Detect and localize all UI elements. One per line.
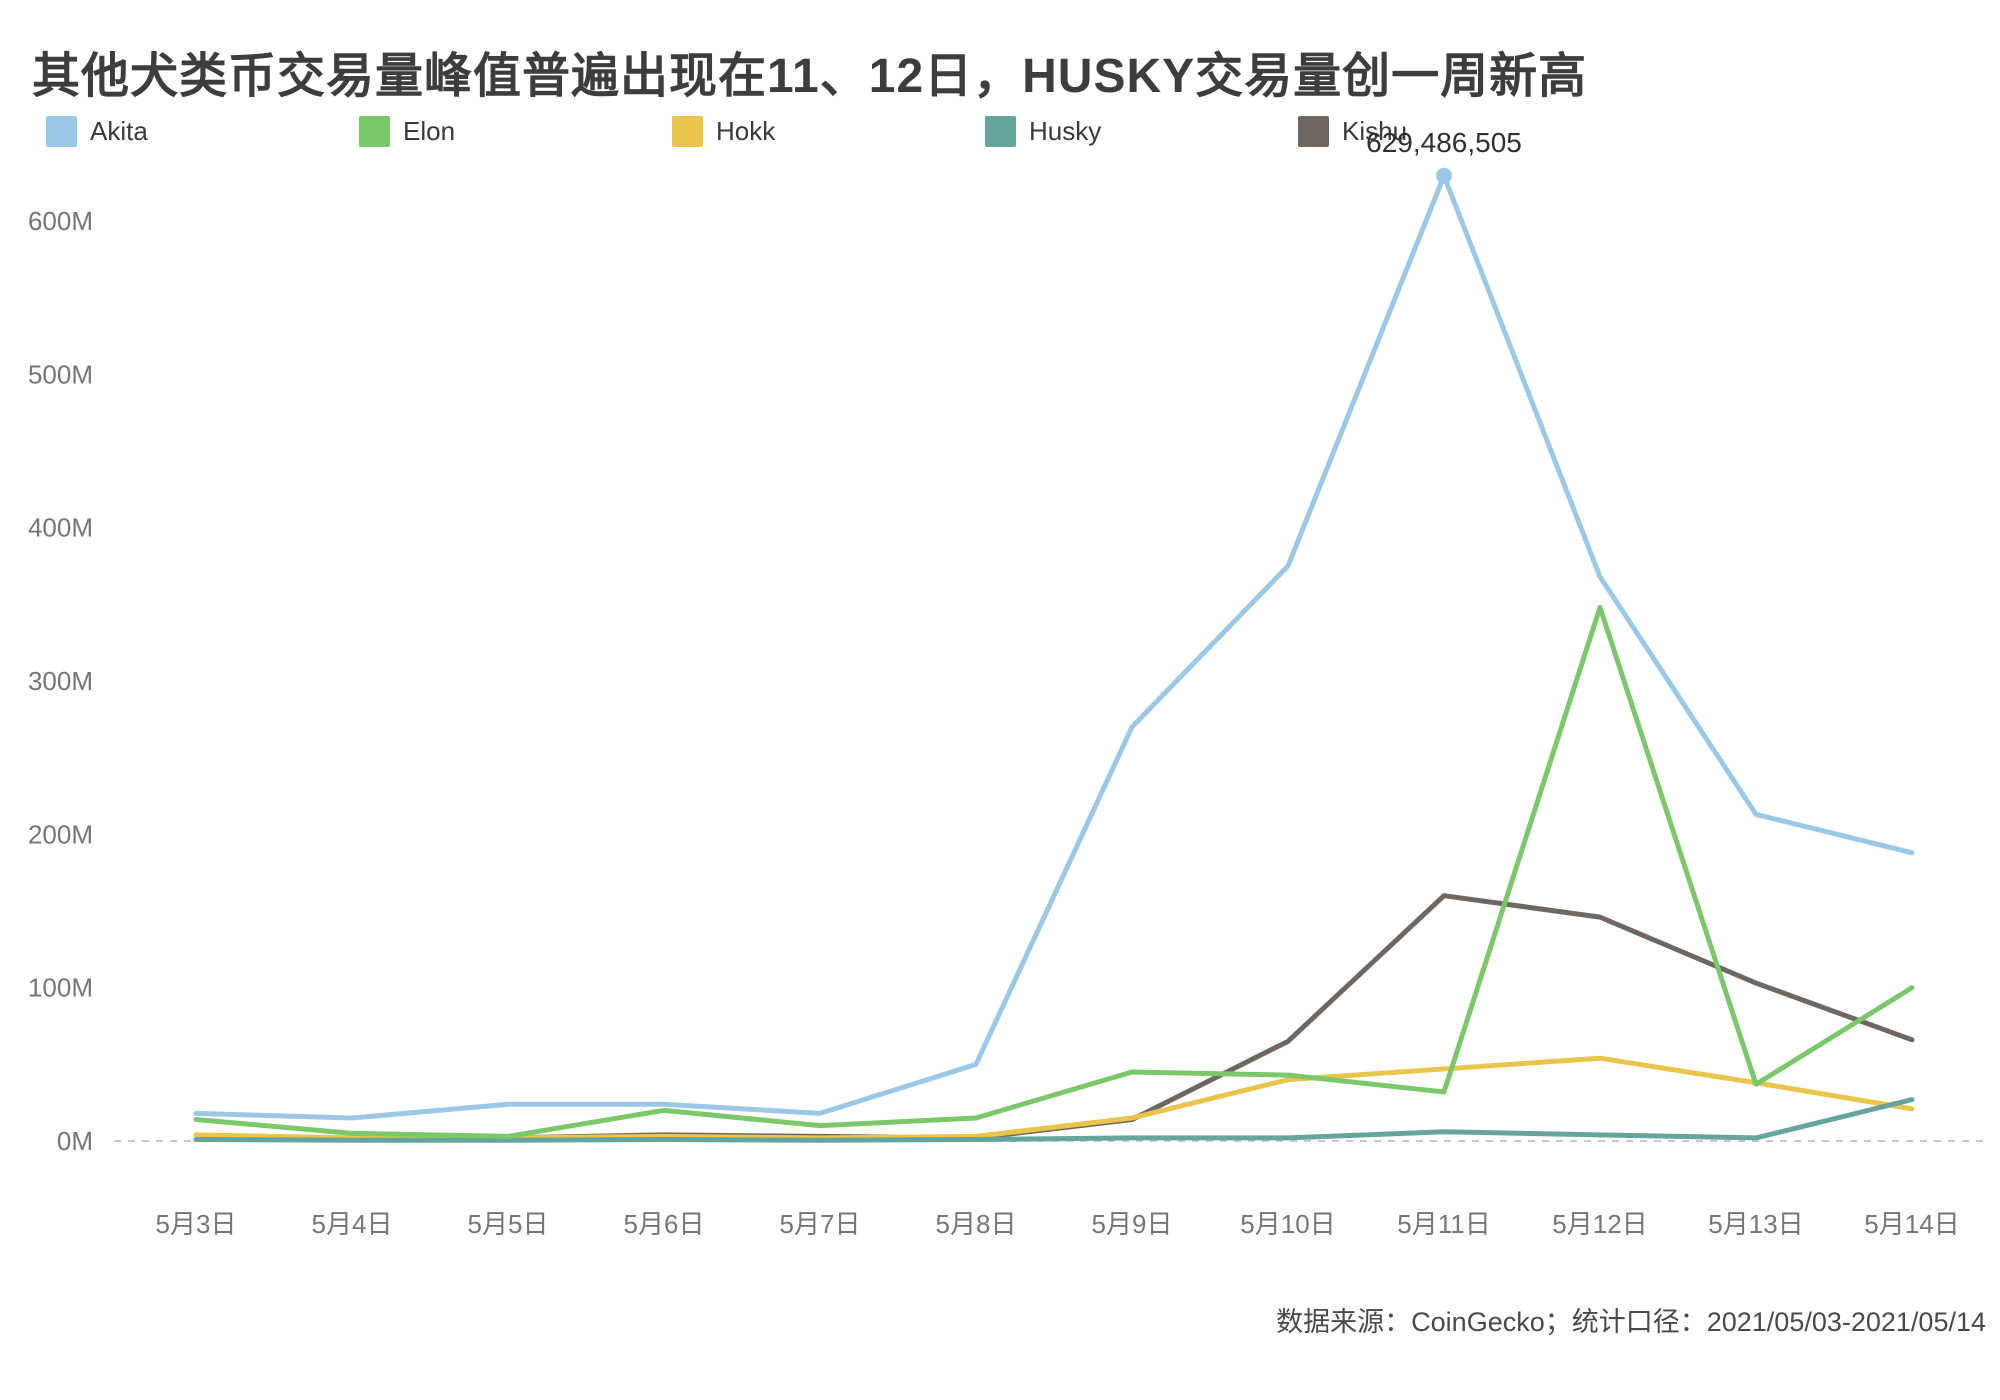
y-axis-tick: 500M xyxy=(28,359,93,389)
legend-swatch-akita xyxy=(46,116,77,147)
x-axis-tick: 5月6日 xyxy=(624,1209,705,1239)
legend-label-kishu: Kishu xyxy=(1342,116,1408,146)
y-axis-tick: 300M xyxy=(28,666,93,696)
peak-annotation: 629,486,505 xyxy=(1366,127,1522,158)
legend-item-akita: Akita xyxy=(46,116,359,147)
legend-label-husky: Husky xyxy=(1029,116,1102,146)
legend-swatch-elon xyxy=(359,116,390,147)
x-axis-tick: 5月8日 xyxy=(936,1209,1017,1239)
series-line-elon xyxy=(193,604,1915,1139)
legend-label-akita: Akita xyxy=(90,116,148,146)
y-axis-tick: 400M xyxy=(28,513,93,543)
y-axis-tick: 100M xyxy=(28,973,93,1003)
x-axis-tick: 5月3日 xyxy=(156,1209,237,1239)
legend-swatch-hokk xyxy=(672,116,703,147)
y-axis-tick: 600M xyxy=(28,206,93,236)
x-axis-tick: 5月7日 xyxy=(780,1209,861,1239)
peak-marker xyxy=(1436,167,1452,184)
series-line-hokk xyxy=(193,1055,1915,1141)
y-axis-tick: 200M xyxy=(28,819,93,849)
x-axis-tick: 5月9日 xyxy=(1092,1209,1173,1239)
legend-item-husky: Husky xyxy=(985,116,1298,147)
x-axis-tick: 5月11日 xyxy=(1397,1209,1490,1239)
chart-title: 其他犬类币交易量峰值普遍出现在11、12日，HUSKY交易量创一周新高 xyxy=(32,50,1588,103)
legend-label-hokk: Hokk xyxy=(716,116,776,146)
data-source-note: 数据来源：CoinGecko；统计口径：2021/05/03-2021/05/1… xyxy=(1276,1307,1986,1337)
legend-swatch-husky xyxy=(985,116,1016,147)
y-axis-tick: 0M xyxy=(57,1126,93,1156)
x-axis-tick: 5月14日 xyxy=(1864,1209,1959,1239)
legend-label-elon: Elon xyxy=(403,116,456,146)
series-line-akita xyxy=(193,173,1915,1121)
legend-swatch-kishu xyxy=(1298,116,1329,147)
x-axis-tick: 5月10日 xyxy=(1240,1209,1335,1239)
x-axis-tick: 5月4日 xyxy=(312,1209,393,1239)
legend-item-elon: Elon xyxy=(359,116,672,147)
series-line-kishu xyxy=(193,893,1915,1142)
x-axis-tick: 5月13日 xyxy=(1708,1209,1803,1239)
legend-item-hokk: Hokk xyxy=(672,116,985,147)
x-axis-tick: 5月12日 xyxy=(1552,1209,1647,1239)
series-line-husky xyxy=(193,1097,1915,1143)
legend: Akita Elon Hokk Husky Kishu xyxy=(46,116,1611,147)
legend-item-kishu: Kishu xyxy=(1298,116,1611,147)
x-axis-tick: 5月5日 xyxy=(468,1209,549,1239)
